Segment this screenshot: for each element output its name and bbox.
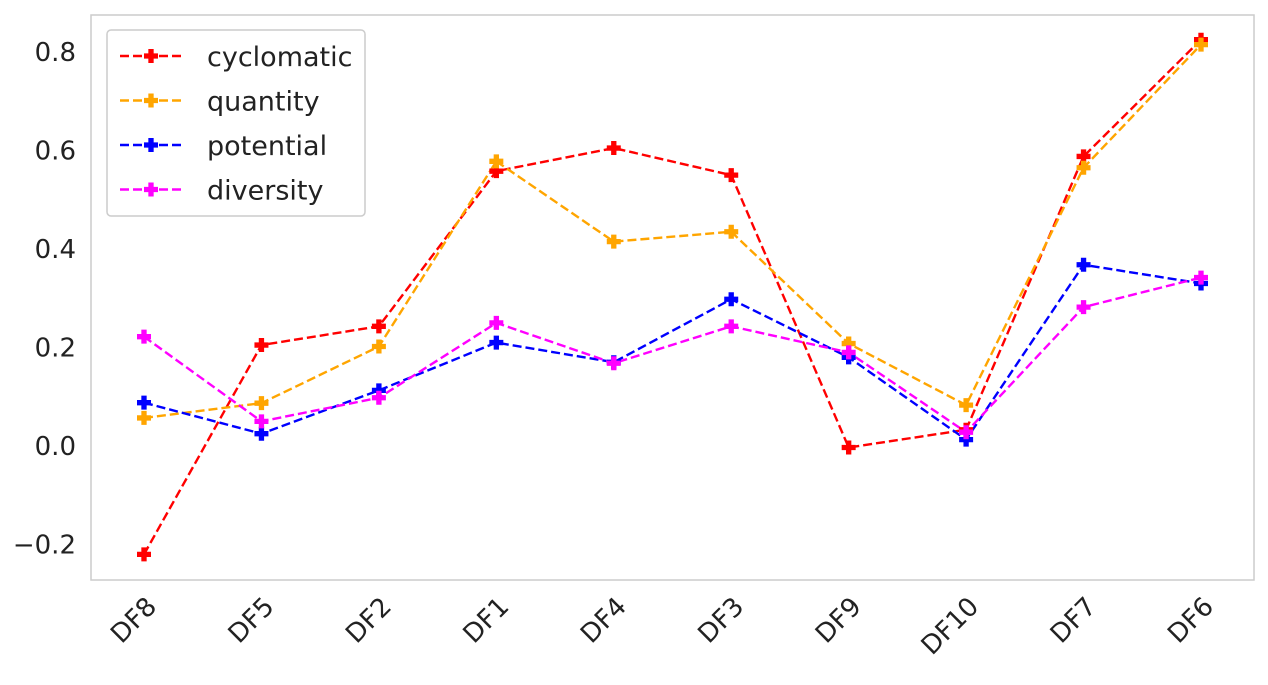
data-point-potential: [371, 383, 386, 398]
data-point-cyclomatic: [371, 319, 386, 334]
x-tick-label: DF1: [458, 592, 516, 650]
y-tick-label: 0.8: [35, 38, 76, 68]
data-point-diversity: [137, 329, 151, 344]
y-tick-label: 0.6: [35, 137, 76, 167]
x-tick-label: DF8: [105, 592, 163, 650]
data-point-diversity: [1076, 300, 1091, 315]
data-point-quantity: [1076, 160, 1091, 175]
y-tick-label: 0.0: [35, 432, 76, 462]
x-tick-label: DF3: [693, 592, 751, 650]
legend-label: quantity: [207, 87, 320, 118]
y-tick-label: 0.2: [35, 334, 76, 364]
series-line-quantity: [143, 43, 1202, 420]
data-point-potential: [489, 335, 504, 350]
data-point-diversity: [1194, 270, 1208, 285]
data-point-potential: [254, 426, 269, 441]
y-axis-ticks: −0.2 0.0 0.2 0.4 0.6 0.8: [13, 38, 76, 561]
legend-box: [106, 29, 366, 217]
legend-label: diversity: [207, 176, 323, 207]
data-point-quantity: [371, 339, 386, 354]
series-line-cyclomatic: [142, 38, 1202, 555]
x-tick-label: DF5: [223, 592, 281, 650]
data-point-potential: [137, 395, 151, 410]
data-point-potential: [1076, 257, 1091, 272]
data-point-diversity: [724, 319, 739, 334]
legend-marker-cyclomatic: [144, 49, 158, 63]
series-line-diversity: [143, 276, 1202, 434]
legend-marker-diversity: [144, 182, 158, 197]
data-point-potential: [959, 432, 974, 447]
legend-label: cyclomatic: [207, 42, 352, 73]
x-tick-label: DF10: [916, 592, 985, 661]
x-tick-label: DF7: [1045, 592, 1103, 650]
data-point-cyclomatic: [489, 164, 504, 179]
x-tick-label: DF9: [810, 592, 868, 650]
data-point-diversity: [841, 345, 856, 360]
data-point-diversity: [254, 414, 269, 429]
series-markers: [137, 32, 1208, 562]
legend-label: potential: [207, 131, 327, 162]
data-point-diversity: [489, 315, 504, 330]
legend: cyclomatic quantity potential diversity: [106, 29, 366, 217]
legend-marker-quantity: [144, 93, 158, 108]
data-point-quantity: [489, 154, 504, 169]
x-axis-ticks: DF8 DF5 DF2 DF1 DF4 DF3 DF9 DF10 DF7 DF6: [105, 592, 1220, 661]
series-line-potential: [143, 263, 1202, 441]
legend-marker-potential: [144, 138, 158, 152]
data-point-quantity: [724, 224, 739, 239]
data-point-diversity: [606, 356, 621, 371]
data-point-cyclomatic: [724, 168, 739, 183]
data-point-quantity: [1194, 37, 1208, 52]
x-tick-label: DF6: [1162, 592, 1220, 650]
y-tick-label: 0.4: [35, 235, 76, 265]
data-point-cyclomatic: [254, 338, 269, 353]
data-point-cyclomatic: [841, 440, 856, 455]
data-point-cyclomatic: [137, 547, 151, 562]
data-point-quantity: [606, 234, 621, 249]
x-tick-label: DF2: [340, 592, 398, 650]
series-lines: [142, 38, 1202, 555]
data-point-diversity: [959, 425, 974, 440]
data-point-quantity: [841, 336, 856, 351]
data-point-diversity: [371, 390, 386, 405]
data-point-cyclomatic: [1076, 149, 1091, 164]
data-point-quantity: [959, 398, 974, 413]
x-tick-label: DF4: [575, 592, 633, 650]
data-point-quantity: [137, 410, 151, 425]
data-point-quantity: [254, 396, 269, 411]
y-tick-label: −0.2: [13, 531, 76, 561]
data-point-potential: [724, 292, 739, 307]
data-point-cyclomatic: [606, 141, 621, 156]
